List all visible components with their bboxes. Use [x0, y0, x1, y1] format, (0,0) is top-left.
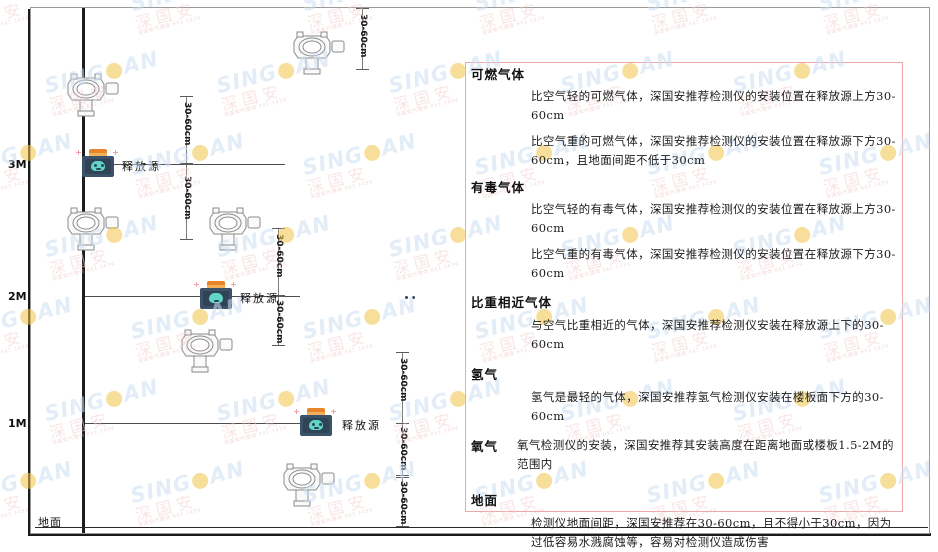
- info-panel: 可燃气体 比空气轻的可燃气体，深国安推荐检测仪的安装位置在释放源上方30-60c…: [471, 64, 901, 549]
- dimension-label: 30-60cm: [398, 481, 408, 525]
- spark-icon: [294, 409, 299, 414]
- dimension-label: 30-60cm: [358, 14, 368, 58]
- dimension-ruler: [272, 228, 286, 296]
- panel-section-oxygen: 氧气 氧气检测仪的安装，深国安推荐其安装高度在距离地面或楼板1.5-2M的范围内: [471, 436, 901, 474]
- gas-detector-icon: [66, 62, 128, 124]
- frame-shadow-left: [28, 9, 31, 536]
- axis-label-3m: 3M: [8, 158, 27, 171]
- dimension-label: 30-60cm: [274, 300, 284, 344]
- section-paragraph: 比空气轻的有毒气体，深国安推荐检测仪的安装位置在释放源上方30-60cm: [531, 202, 896, 235]
- release-source-icon: [298, 407, 334, 437]
- spark-icon: [76, 150, 81, 155]
- dimension-ruler: [272, 296, 286, 346]
- section-title: 比重相近气体: [471, 295, 553, 310]
- gas-detector-icon: [292, 20, 354, 82]
- ground-label: 地面: [38, 516, 62, 529]
- watermark-dot-icon: ●: [532, 0, 557, 1]
- section-paragraph: 检测仪地面间距，深国安推荐在30-60cm，且不得小于30cm，因为过低容易水溅…: [531, 516, 892, 549]
- dimension-ruler: [180, 96, 194, 164]
- watermark-dot-icon: ●: [360, 0, 385, 1]
- spark-icon: [231, 282, 236, 287]
- vertical-axis: [82, 8, 85, 533]
- section-paragraph: 比空气重的有毒气体，深国安推荐检测仪的安装位置在释放源下方30-60cm: [531, 247, 896, 280]
- release-source-label: 释放源: [342, 419, 381, 432]
- gas-detector-icon: [180, 318, 242, 380]
- spark-icon: [331, 409, 336, 414]
- dimension-ruler: [396, 423, 410, 476]
- dimension-ruler: [356, 8, 370, 70]
- panel-section-combustible: 可燃气体 比空气轻的可燃气体，深国安推荐检测仪的安装位置在释放源上方30-60c…: [471, 64, 901, 170]
- panel-section-similar-density: 比重相近气体 与空气比重相近的气体，深国安推荐检测仪安装在释放源上下的30-60…: [471, 292, 901, 354]
- gas-detector-icon: [282, 452, 344, 514]
- gas-detector-icon: [66, 196, 128, 258]
- panel-section-ground: 地面 检测仪地面间距，深国安推荐在30-60cm，且不得小于30cm，因为过低容…: [471, 490, 901, 552]
- section-title: 地面: [471, 493, 499, 508]
- level-line-1m: [85, 423, 300, 424]
- section-title: 氢气: [471, 367, 499, 382]
- watermark-dot-icon: ●: [188, 0, 213, 1]
- spark-icon: [113, 150, 118, 155]
- dimension-label: 30-60cm: [182, 176, 192, 220]
- dimension-label: 30-60cm: [182, 102, 192, 146]
- ground-line: [35, 527, 928, 528]
- level-line-2m: [85, 296, 300, 297]
- section-paragraph: 比空气轻的可燃气体，深国安推荐检测仪的安装位置在释放源上方30-60cm: [531, 89, 896, 122]
- info-panel-border: [465, 62, 903, 512]
- frame-shadow-bottom: [30, 533, 931, 536]
- axis-label-2m: 2M: [8, 290, 27, 303]
- section-paragraph: 与空气比重相近的气体，深国安推荐检测仪安装在释放源上下的30-60cm: [531, 318, 884, 351]
- release-source-label: 释放源: [240, 292, 279, 305]
- spark-icon: [194, 282, 199, 287]
- watermark-dot-icon: ●: [876, 0, 901, 1]
- section-paragraph: 氢气是最轻的气体，深国安推荐氢气检测仪安装在楼板面下方的30-60cm: [531, 390, 884, 423]
- dimension-ruler: [396, 477, 410, 527]
- panel-section-hydrogen: 氢气 氢气是最轻的气体，深国安推荐氢气检测仪安装在楼板面下方的30-60cm: [471, 364, 901, 426]
- dimension-ruler: [180, 164, 194, 240]
- watermark-dot-icon: ●: [16, 0, 41, 1]
- release-source-icon: [80, 148, 116, 178]
- gas-detector-icon: [208, 196, 270, 258]
- drawing-frame: [30, 7, 930, 534]
- section-title: 有毒气体: [471, 180, 526, 195]
- section-paragraph: 氧气检测仪的安装，深国安推荐其安装高度在距离地面或楼板1.5-2M的范围内: [517, 438, 894, 471]
- dimension-label: 30-60cm: [398, 358, 408, 402]
- release-source-label: 释放源: [122, 160, 161, 173]
- section-paragraph: 比空气重的可燃气体，深国安推荐检测仪的安装位置在释放源下方30-60cm，且地面…: [531, 134, 896, 167]
- section-title: 氧气: [471, 439, 499, 454]
- section-title: 可燃气体: [471, 67, 526, 82]
- axis-label-1m: 1M: [8, 417, 27, 430]
- dimension-label: 30-60cm: [274, 234, 284, 278]
- panel-section-toxic: 有毒气体 比空气轻的有毒气体，深国安推荐检测仪的安装位置在释放源上方30-60c…: [471, 177, 901, 283]
- dimension-label: 30-60cm: [398, 427, 408, 471]
- release-source-icon: [198, 280, 415, 310]
- watermark-dot-icon: ●: [704, 0, 729, 1]
